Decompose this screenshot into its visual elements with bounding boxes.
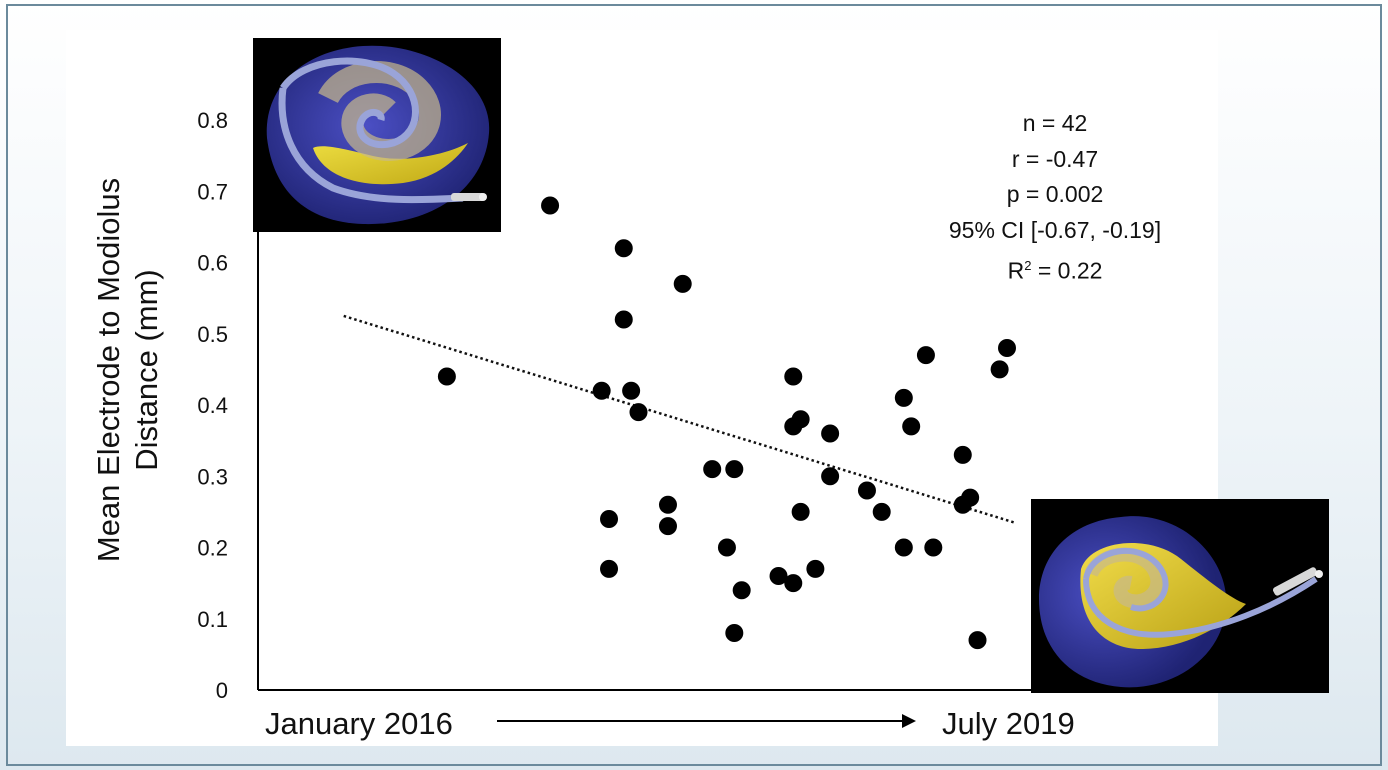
y-tick-label: 0.6 [197,251,228,276]
cochlea-image-bottom-right [1031,499,1329,693]
data-point [725,460,744,479]
data-points [437,196,1016,650]
stats-box: n = 42 r = -0.47 p = 0.002 95% CI [-0.67… [920,106,1190,289]
stat-ci: 95% CI [-0.67, -0.19] [948,216,1162,243]
data-point [894,388,913,407]
data-point [902,417,921,436]
r-squared-suffix: = 0.22 [1031,257,1103,284]
data-point [592,381,611,400]
y-axis-label-line-2: Distance (mm) [129,269,164,471]
x-arrow-head [902,714,916,728]
data-point [658,517,677,536]
data-point [857,481,876,500]
cochlea-render-bottom-right [1039,516,1323,688]
y-tick-label: 0.3 [197,464,228,489]
y-tick-label: 0.7 [197,179,228,204]
data-point [784,574,803,593]
data-point [821,424,840,443]
y-tick-label: 0.1 [197,607,228,632]
y-tick-label: 0 [216,678,228,703]
data-point [629,403,648,422]
data-point [673,274,692,293]
data-point [791,502,810,521]
trendline-path [343,314,1015,524]
data-point [791,410,810,429]
data-point [806,559,825,578]
y-tick-label: 0.2 [197,536,228,561]
data-point [658,495,677,514]
y-tick-label: 0.8 [197,108,228,133]
data-point [614,310,633,329]
y-axis-label-line-1: Mean Electrode to Modiolus [91,177,126,563]
data-point [600,559,619,578]
data-point [961,488,980,507]
y-ticks: 0 0.1 0.2 0.3 0.4 0.5 0.6 0.7 0.8 [197,108,228,703]
r-squared-prefix: R [1007,257,1025,284]
y-axis-label: Mean Electrode to Modiolus Distance (mm) [90,178,166,562]
trendline [343,314,1015,524]
stat-r-squared: R2 = 0.22 [920,248,1190,289]
stat-r: r = -0.47 [1011,145,1099,172]
stat-p: p = 0.002 [1006,181,1104,207]
stat-n: n = 42 [1022,110,1088,136]
data-point [924,538,943,557]
data-point [703,460,722,479]
data-point [894,538,913,557]
data-point [916,346,935,365]
data-point [717,538,736,557]
data-point [872,502,891,521]
cochlea-image-top-left [253,38,501,232]
data-point [437,367,456,386]
cochlea-render-top-left [266,45,490,225]
data-point [600,510,619,528]
data-point [953,445,972,464]
data-point [541,196,560,215]
x-axis-arrow [497,714,916,728]
r-squared-sup: 2 [1024,258,1032,273]
data-point [998,339,1016,357]
data-point [990,360,1009,379]
figure-frame [6,4,1382,766]
data-point [769,567,788,585]
y-tick-label: 0.5 [197,322,228,347]
x-start-label: January 2016 [265,706,453,741]
x-end-label: July 2019 [942,706,1075,741]
data-point [622,381,641,400]
data-point [725,624,744,642]
y-tick-label: 0.4 [197,393,228,418]
data-point [732,581,751,600]
data-point [784,367,803,386]
data-point [614,239,633,258]
data-point [821,467,840,486]
data-point [968,631,987,650]
